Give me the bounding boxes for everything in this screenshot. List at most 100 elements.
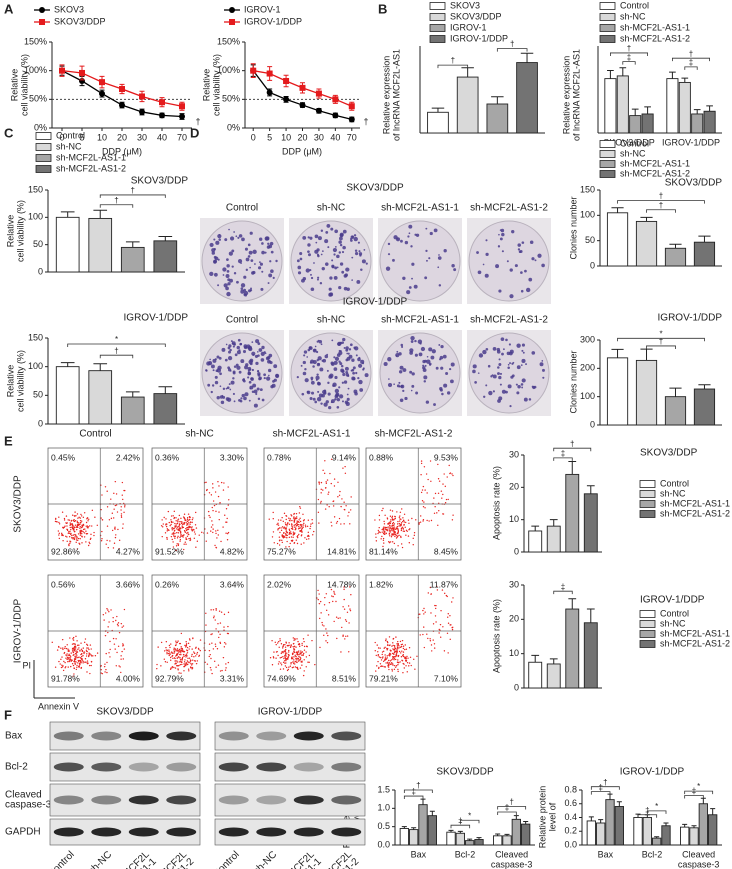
event — [337, 496, 339, 498]
event — [323, 625, 325, 627]
colony — [423, 380, 427, 383]
event — [220, 481, 223, 484]
event — [70, 528, 72, 531]
event — [173, 657, 176, 659]
colony — [334, 229, 339, 234]
bracket — [67, 343, 166, 348]
event — [296, 661, 298, 664]
event — [161, 535, 163, 538]
y-axis-label: Clonies number — [568, 350, 578, 413]
event — [63, 660, 65, 663]
event — [343, 588, 345, 591]
event — [166, 528, 169, 530]
event — [317, 511, 320, 514]
event — [193, 656, 195, 658]
event — [81, 542, 83, 544]
event — [440, 610, 442, 612]
event — [330, 521, 332, 523]
event — [405, 665, 407, 667]
colony — [330, 399, 335, 404]
event — [396, 646, 399, 649]
event — [344, 638, 346, 640]
legend-label: IGROV-1 — [450, 22, 487, 32]
event — [114, 648, 116, 650]
event — [272, 656, 275, 658]
colony — [400, 343, 404, 347]
event — [183, 522, 185, 524]
event — [86, 650, 88, 653]
colony — [453, 268, 457, 272]
event — [180, 672, 182, 674]
y-tick-label: 0% — [227, 122, 240, 132]
event — [340, 505, 342, 508]
protein-label: GAPDH — [5, 827, 41, 838]
event — [388, 668, 390, 671]
event — [77, 662, 79, 664]
event — [215, 546, 217, 549]
legend-label: sh-NC — [56, 141, 82, 151]
event — [285, 659, 287, 662]
colony — [249, 266, 251, 269]
event — [291, 656, 293, 659]
event — [219, 502, 221, 504]
event — [308, 654, 311, 657]
event — [334, 593, 336, 596]
event — [210, 526, 213, 528]
colony — [308, 346, 313, 351]
event — [177, 521, 179, 523]
event — [77, 517, 79, 519]
bar — [455, 832, 465, 846]
colony — [362, 367, 365, 370]
annotation: † — [131, 186, 135, 195]
colony — [508, 343, 511, 346]
event — [208, 643, 211, 645]
error-bar — [682, 823, 688, 828]
colony — [227, 278, 231, 282]
colony — [472, 364, 477, 369]
y-tick-label: 1.0 — [377, 803, 390, 813]
event — [78, 659, 81, 662]
band — [331, 827, 362, 837]
event — [288, 649, 290, 652]
x-tick-label: Bax — [598, 849, 614, 859]
event — [391, 510, 394, 512]
event — [285, 666, 288, 669]
colony — [341, 400, 344, 403]
event — [293, 512, 296, 515]
event — [327, 614, 330, 616]
event — [319, 502, 322, 504]
colony — [325, 230, 329, 234]
colony — [302, 371, 307, 376]
colony — [512, 361, 515, 364]
event — [181, 656, 184, 659]
blot-header: IGROV-1/DDP — [258, 707, 323, 718]
column-label: sh-MCF2L-AS1-2 — [375, 429, 453, 440]
event — [399, 515, 401, 517]
event — [289, 542, 291, 545]
event — [110, 517, 113, 520]
event — [176, 528, 178, 530]
event — [424, 611, 426, 613]
colony — [318, 393, 323, 398]
colony — [363, 248, 366, 251]
event — [173, 648, 175, 651]
event — [204, 649, 206, 652]
quadrant-percent: 81.14% — [369, 546, 398, 556]
event — [388, 532, 391, 534]
event — [191, 526, 193, 528]
event — [431, 650, 433, 652]
event — [405, 657, 407, 660]
y-tick-label: 0 — [38, 266, 43, 276]
event — [205, 540, 207, 542]
colony — [385, 266, 391, 271]
event — [397, 640, 399, 643]
event — [419, 521, 422, 523]
event — [303, 659, 305, 661]
error-bar — [669, 387, 682, 397]
colony — [316, 278, 319, 281]
band — [256, 827, 287, 837]
event — [179, 663, 182, 666]
quadrant-percent: 74.69% — [267, 673, 296, 683]
legend-label: Control — [620, 0, 649, 10]
legend-swatch — [429, 35, 446, 43]
